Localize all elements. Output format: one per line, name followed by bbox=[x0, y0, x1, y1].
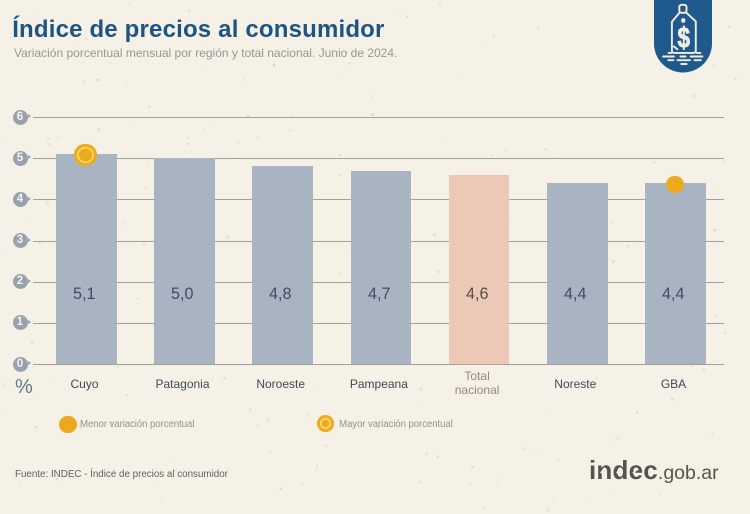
svg-text:$: $ bbox=[677, 22, 690, 54]
